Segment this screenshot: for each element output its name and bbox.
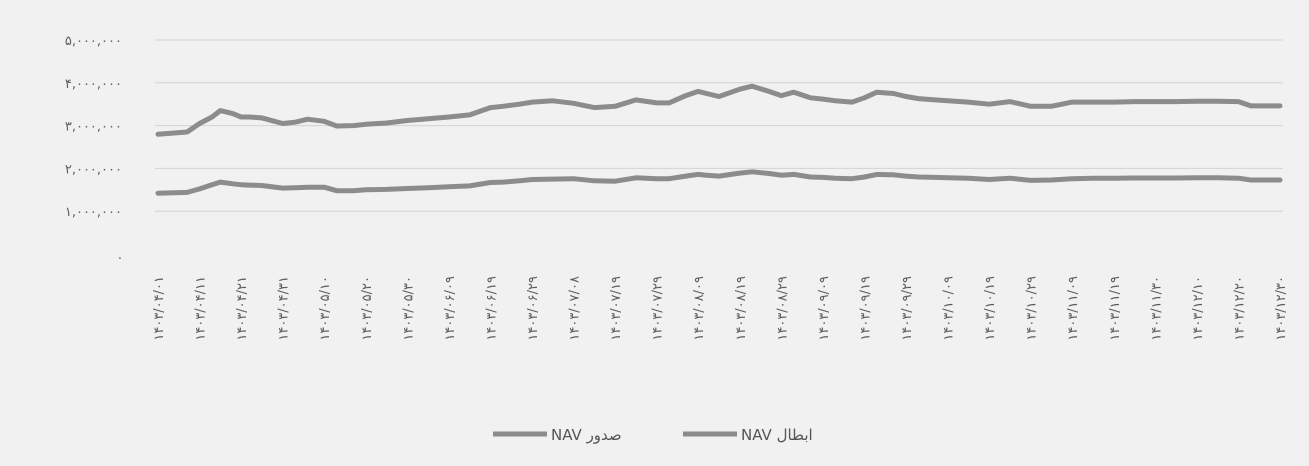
y-tick-label: ۴,۰۰۰,۰۰۰ — [65, 77, 122, 92]
y-tick-label: ۲,۰۰۰,۰۰۰ — [65, 162, 122, 177]
x-tick-label: ۱۴۰۳/۰۶/۰۹ — [443, 276, 458, 341]
x-tick-label: ۱۴۰۳/۰۸/۰۹ — [692, 276, 707, 341]
y-tick-label: ۱,۰۰۰,۰۰۰ — [65, 205, 122, 220]
x-tick-label: ۱۴۰۳/۰۴/۲۱ — [235, 276, 250, 341]
x-tick-label: ۱۴۰۳/۱۱/۳۰ — [1149, 276, 1164, 341]
x-tick-label: ۱۴۰۳/۰۴/۳۱ — [277, 276, 292, 341]
x-tick-label: ۱۴۰۳/۰۶/۲۹ — [526, 276, 541, 341]
y-tick-label: . — [118, 248, 122, 263]
x-tick-label: ۱۴۰۳/۰۵/۳۰ — [401, 276, 416, 341]
legend-label: صدور NAV — [551, 426, 622, 444]
x-tick-label: ۱۴۰۳/۱۱/۰۹ — [1066, 276, 1081, 341]
series-line-redemption-nav — [155, 169, 1283, 196]
x-tick-label: ۱۴۰۳/۱۰/۰۹ — [942, 276, 957, 341]
x-axis-ticks: ۱۴۰۳/۰۴/۰۱ ۱۴۰۳/۰۴/۱۱ ۱۴۰۳/۰۴/۲۱ ۱۴۰۳/۰۴/۳۱… — [152, 276, 1289, 341]
legend-label: ابطال NAV — [741, 426, 813, 444]
x-tick-label: ۱۴۰۳/۱۰/۱۹ — [983, 276, 998, 341]
x-tick-label: ۱۴۰۳/۰۵/۲۰ — [360, 276, 375, 341]
x-tick-label: ۱۴۰۳/۰۶/۱۹ — [484, 276, 499, 341]
x-tick-label: ۱۴۰۳/۰۸/۲۹ — [775, 276, 790, 341]
series-lines — [155, 83, 1283, 196]
x-tick-label: ۱۴۰۳/۱۲/۲۰ — [1232, 276, 1247, 341]
x-tick-label: ۱۴۰۳/۱۲/۳۰ — [1274, 276, 1289, 341]
y-tick-label: ۵,۰۰۰,۰۰۰ — [65, 34, 122, 49]
x-tick-label: ۱۴۰۳/۰۴/۰۱ — [152, 276, 167, 341]
x-tick-label: ۱۴۰۳/۰۷/۰۸ — [568, 276, 583, 341]
y-axis-ticks: . ۱,۰۰۰,۰۰۰ ۲,۰۰۰,۰۰۰ ۳,۰۰۰,۰۰۰ ۴,۰۰۰,۰۰۰ ۵,۰… — [65, 34, 122, 263]
legend: صدور NAV ابطال NAV — [493, 426, 813, 444]
x-tick-label: ۱۴۰۳/۰۷/۲۹ — [651, 276, 666, 341]
x-tick-label: ۱۴۰۳/۰۵/۱۰ — [318, 276, 333, 341]
x-tick-label: ۱۴۰۳/۱۱/۱۹ — [1108, 276, 1123, 341]
x-tick-label: ۱۴۰۳/۰۹/۱۹ — [858, 276, 873, 341]
series-line-issuance-nav — [155, 83, 1283, 137]
x-tick-label: ۱۴۰۳/۰۴/۱۱ — [194, 276, 209, 341]
y-tick-label: ۳,۰۰۰,۰۰۰ — [65, 120, 122, 135]
x-tick-label: ۱۴۰۳/۰۷/۱۹ — [609, 276, 624, 341]
x-tick-label: ۱۴۰۳/۰۹/۰۹ — [817, 276, 832, 341]
x-tick-label: ۱۴۰۳/۰۸/۱۹ — [734, 276, 749, 341]
x-tick-label: ۱۴۰۳/۰۹/۲۹ — [900, 276, 915, 341]
x-tick-label: ۱۴۰۳/۱۲/۱۰ — [1191, 276, 1206, 341]
x-tick-label: ۱۴۰۳/۱۰/۲۹ — [1025, 276, 1040, 341]
